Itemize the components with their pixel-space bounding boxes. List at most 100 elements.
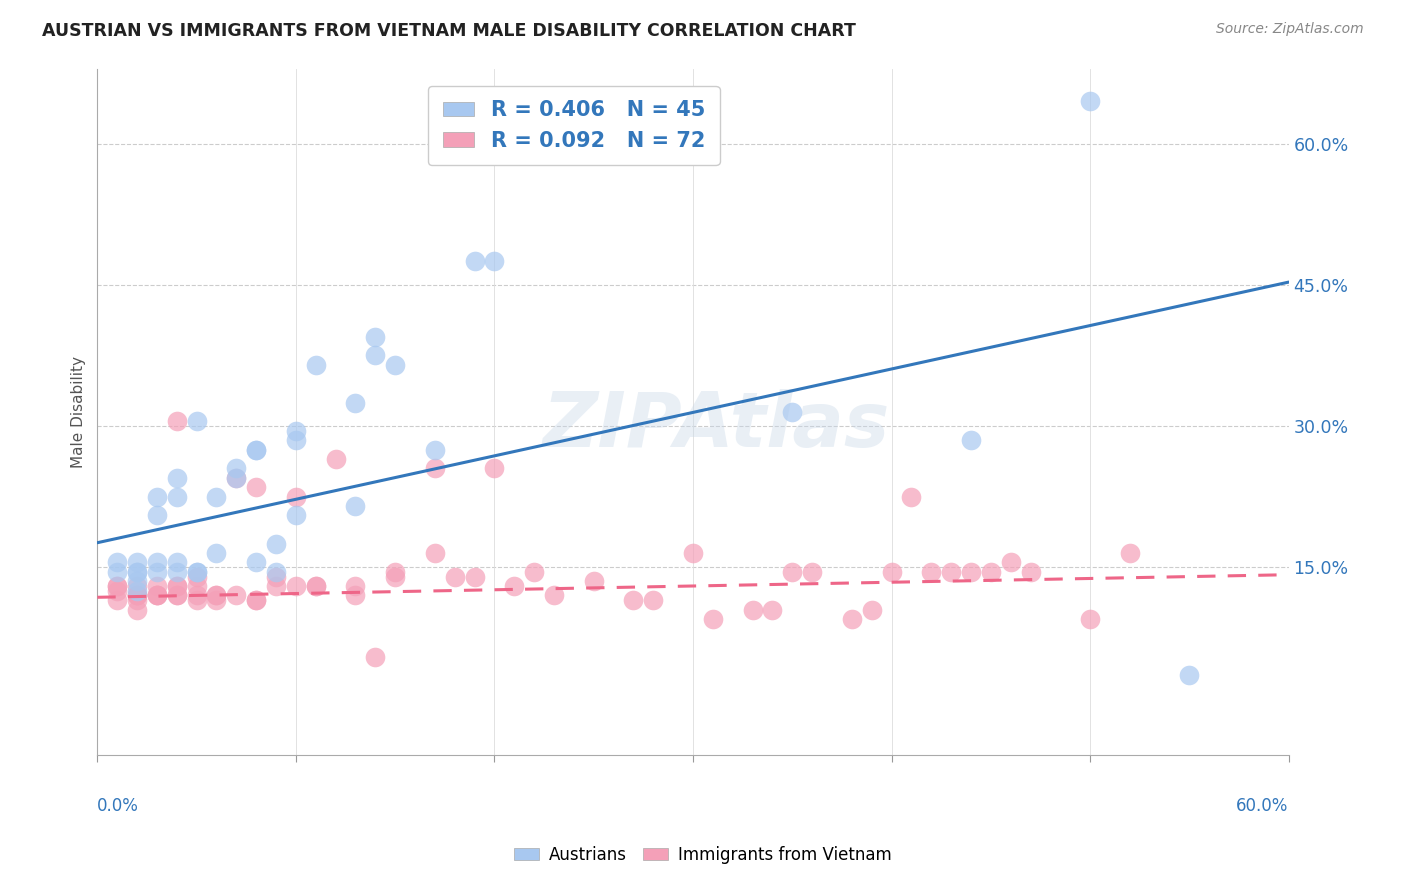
Point: [125, 583, 148, 598]
Point: [682, 546, 704, 560]
Point: [423, 546, 446, 560]
Point: [1178, 668, 1201, 682]
Point: [105, 579, 128, 593]
Point: [146, 565, 169, 579]
Point: [960, 565, 983, 579]
Point: [464, 254, 486, 268]
Point: [344, 395, 367, 409]
Point: [344, 588, 367, 602]
Point: [443, 569, 465, 583]
Text: Source: ZipAtlas.com: Source: ZipAtlas.com: [1216, 22, 1364, 37]
Point: [166, 579, 188, 593]
Point: [841, 612, 863, 626]
Point: [146, 556, 169, 570]
Point: [186, 579, 208, 593]
Point: [980, 565, 1002, 579]
Point: [423, 442, 446, 457]
Point: [225, 588, 247, 602]
Point: [125, 588, 148, 602]
Point: [900, 490, 922, 504]
Point: [166, 490, 188, 504]
Point: [205, 593, 228, 607]
Point: [245, 442, 267, 457]
Point: [782, 405, 804, 419]
Point: [284, 508, 307, 523]
Point: [939, 565, 962, 579]
Point: [225, 471, 247, 485]
Legend: Austrians, Immigrants from Vietnam: Austrians, Immigrants from Vietnam: [508, 839, 898, 871]
Point: [305, 579, 328, 593]
Point: [364, 649, 387, 664]
Point: [166, 579, 188, 593]
Point: [1078, 95, 1101, 109]
Point: [186, 593, 208, 607]
Point: [146, 588, 169, 602]
Point: [1019, 565, 1042, 579]
Point: [264, 579, 287, 593]
Point: [166, 588, 188, 602]
Point: [623, 593, 645, 607]
Point: [205, 588, 228, 602]
Point: [284, 424, 307, 438]
Point: [920, 565, 942, 579]
Point: [245, 556, 267, 570]
Point: [523, 132, 546, 146]
Point: [702, 612, 724, 626]
Point: [1119, 546, 1142, 560]
Point: [225, 461, 247, 475]
Point: [503, 579, 526, 593]
Point: [146, 579, 169, 593]
Point: [166, 565, 188, 579]
Point: [166, 414, 188, 428]
Point: [384, 569, 406, 583]
Point: [264, 536, 287, 550]
Point: [284, 490, 307, 504]
Point: [523, 565, 546, 579]
Point: [464, 569, 486, 583]
Point: [186, 414, 208, 428]
Point: [125, 574, 148, 589]
Point: [125, 565, 148, 579]
Point: [305, 579, 328, 593]
Point: [741, 602, 763, 616]
Point: [484, 461, 506, 475]
Point: [166, 556, 188, 570]
Point: [305, 358, 328, 372]
Point: [205, 490, 228, 504]
Text: ZIPAtlas: ZIPAtlas: [543, 389, 890, 463]
Point: [1078, 612, 1101, 626]
Point: [582, 574, 605, 589]
Point: [801, 565, 824, 579]
Point: [225, 471, 247, 485]
Point: [186, 565, 208, 579]
Point: [880, 565, 903, 579]
Point: [125, 588, 148, 602]
Point: [245, 480, 267, 494]
Point: [284, 433, 307, 447]
Point: [245, 593, 267, 607]
Point: [761, 602, 783, 616]
Text: AUSTRIAN VS IMMIGRANTS FROM VIETNAM MALE DISABILITY CORRELATION CHART: AUSTRIAN VS IMMIGRANTS FROM VIETNAM MALE…: [42, 22, 856, 40]
Point: [284, 579, 307, 593]
Point: [125, 556, 148, 570]
Point: [125, 579, 148, 593]
Point: [105, 565, 128, 579]
Point: [186, 565, 208, 579]
Point: [146, 588, 169, 602]
Point: [344, 499, 367, 513]
Point: [245, 442, 267, 457]
Point: [166, 588, 188, 602]
Text: 0.0%: 0.0%: [97, 797, 139, 814]
Point: [384, 358, 406, 372]
Point: [166, 471, 188, 485]
Point: [364, 349, 387, 363]
Point: [205, 588, 228, 602]
Point: [146, 588, 169, 602]
Point: [105, 593, 128, 607]
Point: [364, 329, 387, 343]
Point: [125, 588, 148, 602]
Point: [146, 490, 169, 504]
Point: [860, 602, 883, 616]
Point: [782, 565, 804, 579]
Point: [960, 433, 983, 447]
